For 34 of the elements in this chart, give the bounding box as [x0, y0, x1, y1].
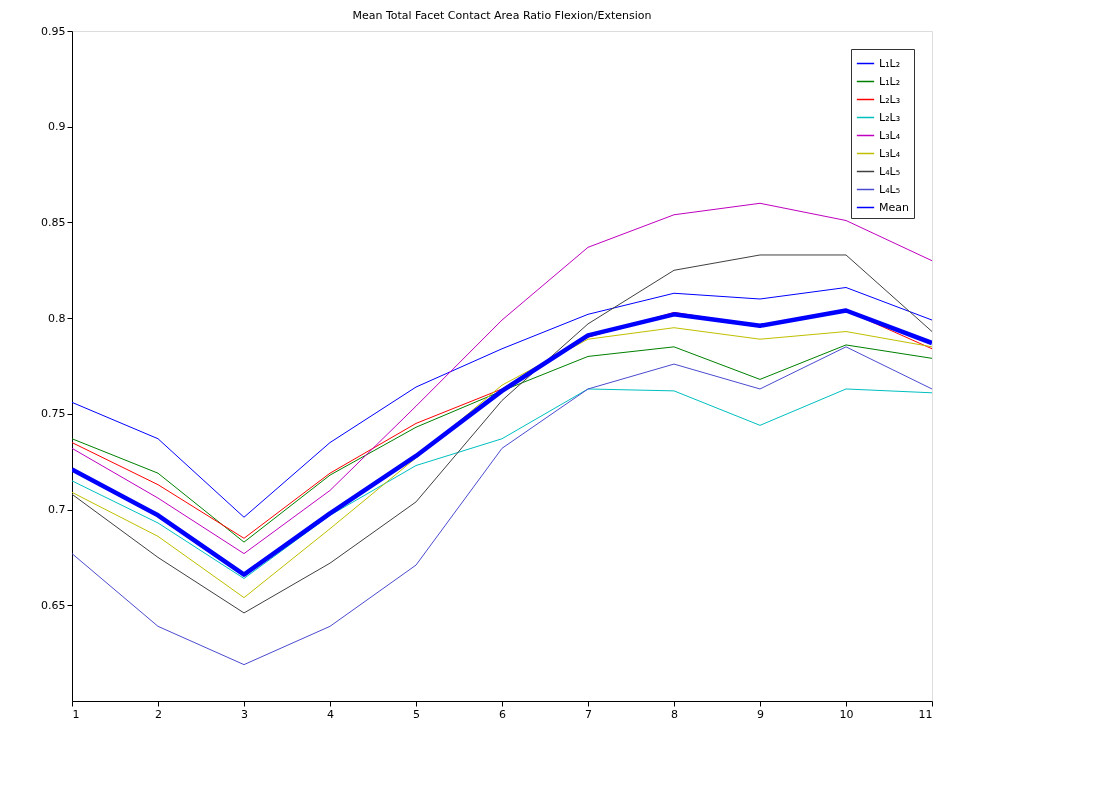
line-series: [72, 287, 932, 518]
y-tick-label: 0.8: [48, 311, 66, 325]
line-series: [72, 346, 932, 666]
legend-label: L₁L₂: [879, 74, 901, 88]
y-tick-label: 0.9: [48, 120, 66, 134]
legend-label: Mean: [879, 200, 909, 214]
x-tick-label: 2: [155, 707, 162, 721]
x-tick-label: 8: [671, 707, 678, 721]
x-tick-label: 4: [327, 707, 334, 721]
chart-title: Mean Total Facet Contact Area Ratio Flexion/Extension: [352, 9, 652, 22]
legend-label: L₃L₄: [879, 128, 901, 142]
x-tick-label: 7: [585, 707, 592, 721]
legend-label: L₂L₃: [879, 92, 901, 106]
line-series: [72, 202, 932, 555]
y-tick-label: 0.85: [41, 215, 66, 229]
x-tick-label: 5: [413, 707, 420, 721]
legend-label: L₃L₄: [879, 146, 901, 160]
x-tick-label: 9: [757, 707, 764, 721]
line-series: [72, 254, 932, 614]
x-tick-label: 3: [241, 707, 248, 721]
y-tick-label: 0.95: [41, 24, 66, 38]
y-tick-label: 0.65: [41, 598, 66, 612]
y-tick-label: 0.75: [41, 407, 66, 421]
y-tick-label: 0.7: [48, 503, 66, 517]
x-tick-label: 1: [72, 707, 80, 721]
legend-label: L₂L₃: [879, 110, 901, 124]
x-tick-label: 11: [918, 707, 933, 721]
line-series: [72, 344, 932, 543]
x-tick-label: 6: [499, 707, 506, 721]
x-tick-label: 10: [839, 707, 854, 721]
legend-label: L₁L₂: [879, 56, 901, 70]
line-series: [72, 388, 932, 579]
legend-label: L₄L₅: [879, 164, 901, 178]
legend-label: L₄L₅: [879, 182, 901, 196]
